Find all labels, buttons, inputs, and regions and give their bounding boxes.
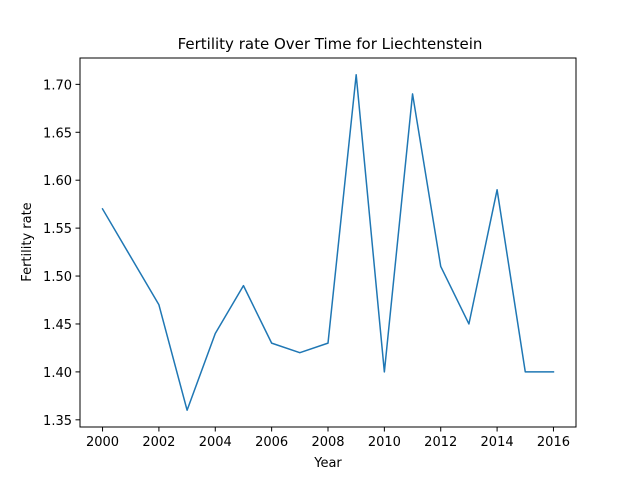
x-tick-label: 2000 [86, 435, 119, 450]
data-point [354, 73, 358, 77]
data-point [551, 370, 555, 374]
y-tick-label: 1.50 [43, 270, 72, 285]
x-axis-label: Year [313, 456, 342, 471]
data-point [523, 370, 527, 374]
y-tick-label: 1.45 [43, 318, 72, 333]
data-point [495, 188, 499, 192]
y-tick-label: 1.35 [43, 414, 72, 429]
data-point [157, 303, 161, 307]
data-point [101, 207, 105, 211]
data-point [298, 351, 302, 355]
y-tick-label: 1.55 [43, 222, 72, 237]
data-point [439, 264, 443, 268]
data-point [411, 92, 415, 96]
data-point [467, 322, 471, 326]
data-point [213, 332, 217, 336]
data-point [326, 341, 330, 345]
x-tick-label: 2012 [424, 435, 457, 450]
data-point [241, 284, 245, 288]
y-tick-label: 1.65 [43, 126, 72, 141]
data-point [185, 408, 189, 412]
y-tick-label: 1.40 [43, 366, 72, 381]
x-tick-label: 2014 [481, 435, 514, 450]
y-tick-label: 1.60 [43, 174, 72, 189]
x-tick-label: 2004 [199, 435, 232, 450]
x-tick-label: 2010 [368, 435, 401, 450]
axes-frame [79, 57, 577, 428]
x-tick-label: 2008 [311, 435, 344, 450]
y-tick-label: 1.70 [43, 78, 72, 93]
data-point [270, 341, 274, 345]
data-point [382, 370, 386, 374]
x-tick-label: 2006 [255, 435, 288, 450]
y-axis-label: Fertility rate [20, 202, 35, 281]
series-line-0 [101, 74, 555, 411]
x-tick-label: 2016 [537, 435, 570, 450]
x-tick-label: 2002 [142, 435, 175, 450]
chart-title: Fertility rate Over Time for Liechtenste… [178, 35, 483, 53]
plot-area: 2000 2002 2004 2006 2008 2010 2012 2014 2016 1.35… [43, 73, 570, 450]
